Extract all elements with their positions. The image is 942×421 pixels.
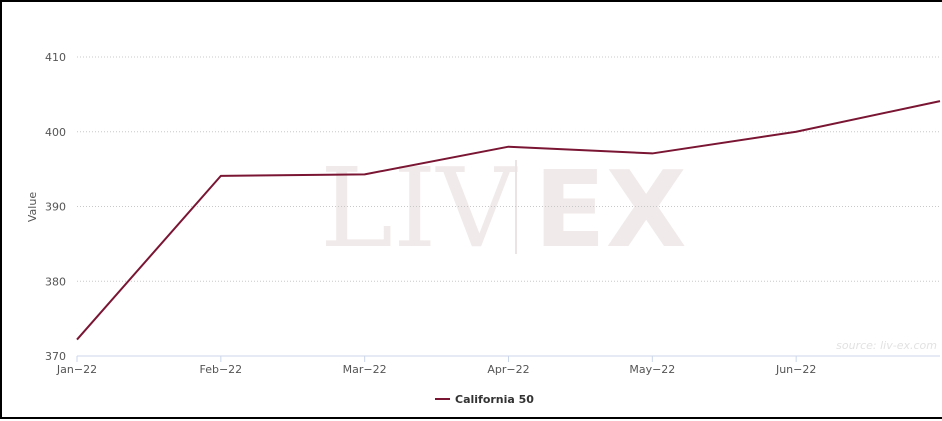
y-tick-label: 410 bbox=[45, 51, 66, 64]
y-tick-label: 390 bbox=[45, 201, 66, 214]
watermark-right: EX bbox=[534, 149, 687, 271]
y-tick-label: 380 bbox=[45, 275, 66, 288]
x-axis: Jan−22 Feb−22 Mar−22 Apr−22 May−22 Jun−22 bbox=[56, 356, 940, 376]
legend-label[interactable]: California 50 bbox=[455, 393, 534, 406]
y-axis-title: Value bbox=[26, 192, 39, 222]
x-tick-label: Feb−22 bbox=[199, 363, 242, 376]
source-credit: source: liv-ex.com bbox=[836, 339, 937, 352]
y-tick-label: 400 bbox=[45, 126, 66, 139]
x-tick-label: Apr−22 bbox=[487, 363, 529, 376]
watermark: LIV EX bbox=[320, 144, 687, 272]
x-tick-label: Jun−22 bbox=[775, 363, 816, 376]
x-tick-label: Mar−22 bbox=[343, 363, 387, 376]
x-tick-label: May−22 bbox=[629, 363, 675, 376]
y-tick-label: 370 bbox=[45, 350, 66, 363]
x-tick-label: Jan−22 bbox=[56, 363, 97, 376]
y-tick-labels: 370 380 390 400 410 bbox=[45, 51, 66, 363]
legend[interactable]: California 50 bbox=[435, 393, 534, 406]
